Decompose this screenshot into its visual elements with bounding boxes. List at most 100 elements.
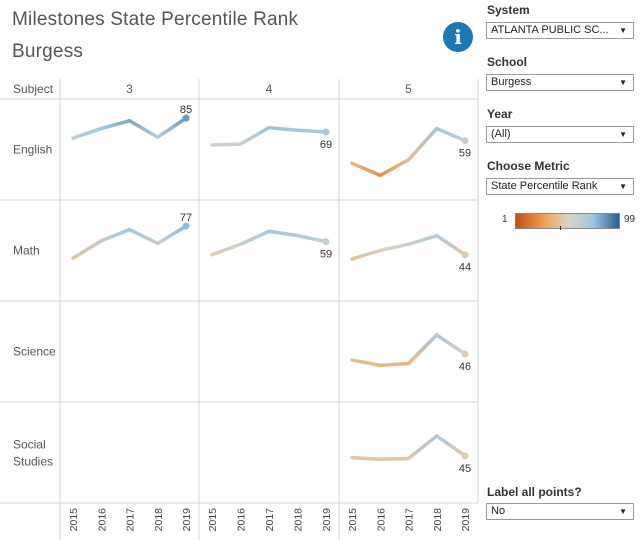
series-line-segment[interactable]	[435, 434, 467, 458]
series-line-segment[interactable]	[267, 229, 300, 238]
system-dropdown[interactable]: ATLANTA PUBLIC SC... ▼	[486, 22, 634, 39]
year-tick-label: 2019	[460, 508, 472, 532]
grade-header-5[interactable]: 5	[405, 82, 412, 96]
series-line-segment[interactable]	[406, 434, 439, 461]
series-line-segment[interactable]	[99, 118, 132, 131]
series-line-segment[interactable]	[238, 229, 271, 247]
series-line-segment[interactable]	[406, 333, 439, 366]
year-tick-label: 2018	[153, 508, 165, 532]
label-points-dropdown-value: No	[491, 505, 506, 517]
series-line-segment[interactable]	[295, 233, 328, 244]
series-line-segment[interactable]	[435, 333, 467, 356]
series-line-segment[interactable]	[378, 158, 411, 178]
series-line-segment[interactable]	[127, 227, 160, 246]
series-line-segment[interactable]	[406, 233, 439, 247]
series-line-segment[interactable]	[378, 242, 411, 253]
series-line-segment[interactable]	[210, 142, 243, 147]
series-line-segment[interactable]	[156, 116, 188, 139]
series-line-segment[interactable]	[378, 456, 411, 462]
legend-min-label: 1	[502, 214, 508, 225]
year-tick-label: 2016	[236, 508, 248, 532]
metric-filter-label: Choose Metric	[487, 159, 570, 173]
school-dropdown[interactable]: Burgess ▼	[486, 74, 634, 91]
data-label: 69	[320, 139, 332, 151]
chevron-down-icon: ▼	[619, 507, 627, 516]
series-end-point[interactable]	[461, 350, 469, 358]
label-points-filter-label: Label all points?	[487, 485, 582, 499]
school-subtitle: Burgess	[12, 41, 84, 62]
series-line-segment[interactable]	[350, 455, 382, 462]
series-line-segment[interactable]	[378, 361, 411, 367]
series-end-point[interactable]	[461, 452, 469, 460]
label-points-dropdown[interactable]: No ▼	[486, 503, 634, 520]
series-end-point[interactable]	[461, 137, 469, 145]
year-dropdown-value: (All)	[491, 128, 511, 140]
series-line-segment[interactable]	[99, 227, 132, 243]
data-label: 46	[459, 361, 471, 373]
data-label: 59	[459, 148, 471, 160]
subject-label-line: Studies	[13, 455, 53, 469]
series-line-segment[interactable]	[350, 161, 382, 178]
year-tick-label: 2015	[347, 508, 359, 532]
color-legend-bar[interactable]	[515, 213, 620, 229]
series-end-point[interactable]	[182, 222, 190, 230]
grade-header-4[interactable]: 4	[266, 82, 273, 96]
series-line-segment[interactable]	[71, 239, 103, 260]
year-filter-label: Year	[487, 107, 513, 121]
data-label: 77	[180, 212, 192, 224]
subject-label[interactable]: Math	[13, 244, 40, 258]
legend-tick	[560, 226, 561, 230]
series-line-segment[interactable]	[435, 126, 467, 143]
year-dropdown[interactable]: (All) ▼	[486, 126, 634, 143]
series-line-segment[interactable]	[295, 128, 328, 134]
data-label: 45	[459, 463, 471, 475]
series-line-segment[interactable]	[156, 224, 188, 246]
year-tick-label: 2015	[68, 508, 80, 532]
series-end-point[interactable]	[322, 128, 330, 136]
subject-label-line: Social	[13, 438, 46, 452]
year-tick-label: 2018	[432, 508, 444, 532]
subject-label[interactable]: English	[13, 143, 52, 157]
chevron-down-icon: ▼	[619, 78, 627, 87]
series-line-segment[interactable]	[127, 118, 160, 139]
year-tick-label: 2016	[96, 508, 108, 532]
series-line-segment[interactable]	[71, 126, 103, 140]
year-tick-label: 2017	[125, 508, 137, 532]
row-header-label: Subject	[13, 82, 54, 96]
info-icon[interactable]: i	[443, 22, 473, 52]
series-end-point[interactable]	[461, 251, 469, 259]
chevron-down-icon: ▼	[619, 182, 627, 191]
subject-label[interactable]: Social Studies	[13, 438, 53, 469]
chevron-down-icon: ▼	[619, 130, 627, 139]
metric-dropdown[interactable]: State Percentile Rank ▼	[486, 178, 634, 195]
series-end-point[interactable]	[322, 238, 330, 246]
chart-title: Milestones State Percentile Rank	[12, 9, 299, 30]
data-label: 85	[180, 104, 192, 116]
subject-label[interactable]: Science	[13, 345, 56, 359]
legend-max-label: 99	[624, 214, 636, 225]
series-end-point[interactable]	[182, 114, 190, 122]
system-dropdown-value: ATLANTA PUBLIC SC...	[491, 24, 609, 36]
metric-dropdown-value: State Percentile Rank	[491, 180, 598, 192]
series-line-segment[interactable]	[350, 358, 382, 367]
year-tick-label: 2016	[375, 508, 387, 532]
year-tick-label: 2017	[264, 508, 276, 532]
system-filter-label: System	[487, 3, 530, 17]
series-line-segment[interactable]	[238, 125, 271, 146]
chevron-down-icon: ▼	[619, 26, 627, 35]
series-line-segment[interactable]	[350, 248, 382, 261]
school-dropdown-value: Burgess	[491, 76, 532, 88]
series-line-segment[interactable]	[435, 233, 467, 257]
year-tick-label: 2017	[404, 508, 416, 532]
year-tick-label: 2019	[181, 508, 193, 532]
data-label: 59	[320, 249, 332, 261]
series-line-segment[interactable]	[406, 126, 439, 162]
grade-header-3[interactable]: 3	[126, 82, 133, 96]
series-line-segment[interactable]	[210, 242, 243, 257]
school-filter-label: School	[487, 55, 528, 69]
data-label: 44	[459, 262, 471, 274]
year-tick-label: 2015	[207, 508, 219, 532]
year-tick-label: 2018	[293, 508, 305, 532]
year-tick-label: 2019	[321, 508, 333, 532]
series-line-segment[interactable]	[267, 125, 300, 133]
